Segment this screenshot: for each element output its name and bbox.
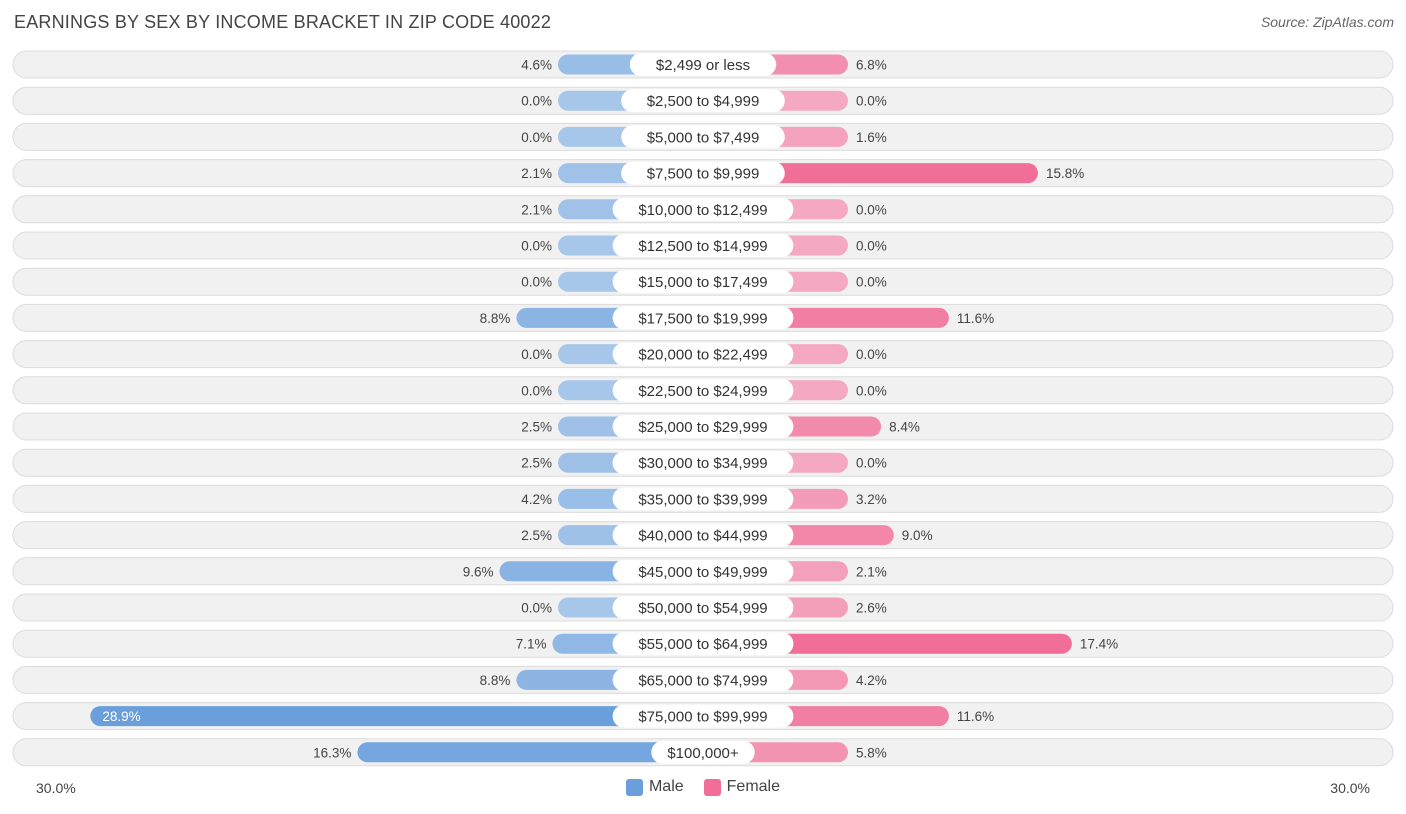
category-pill <box>612 451 794 475</box>
category-pill <box>612 234 794 257</box>
category-pill <box>629 53 777 76</box>
female-value-label: 9.0% <box>902 528 933 543</box>
male-value-label: 7.1% <box>516 637 547 652</box>
male-value-label: 2.1% <box>521 166 552 181</box>
category-label: $40,000 to $44,999 <box>638 528 767 545</box>
category-label: $12,500 to $14,999 <box>638 238 767 255</box>
category-label: $2,500 to $4,999 <box>647 93 760 110</box>
male-value-label: 4.2% <box>521 492 552 507</box>
category-pill <box>612 596 794 619</box>
category-label: $20,000 to $22,499 <box>638 347 767 364</box>
male-value-label: 4.6% <box>521 58 552 73</box>
category-pill <box>621 89 785 113</box>
category-label: $50,000 to $54,999 <box>638 600 767 617</box>
category-pill <box>612 342 794 366</box>
male-value-label: 9.6% <box>463 564 494 579</box>
category-pill <box>612 378 794 402</box>
category-label: $100,000+ <box>667 745 739 762</box>
axis-right-label: 30.0% <box>1330 780 1370 796</box>
category-pill <box>612 704 794 728</box>
female-bar <box>703 163 1038 184</box>
category-label: $2,499 or less <box>656 57 750 74</box>
female-value-label: 8.4% <box>889 420 920 435</box>
male-value-label: 2.1% <box>521 202 552 217</box>
legend-item-male[interactable]: Male <box>625 778 684 796</box>
source-note: Source: ZipAtlas.com <box>1260 14 1394 30</box>
female-value-label: 6.8% <box>856 58 887 73</box>
category-pill <box>612 668 794 692</box>
male-bar <box>357 742 703 763</box>
female-value-label: 2.1% <box>856 564 887 579</box>
category-pill <box>612 632 794 656</box>
female-value-label: 0.0% <box>856 202 887 217</box>
male-value-label: 28.9% <box>102 709 140 724</box>
male-value-label: 0.0% <box>521 601 552 616</box>
female-swatch-icon <box>703 778 721 796</box>
male-value-label: 0.0% <box>521 383 552 398</box>
female-value-label: 17.4% <box>1080 637 1118 652</box>
male-value-label: 16.3% <box>313 745 351 760</box>
axis-left-label: 30.0% <box>36 780 76 796</box>
category-pill <box>612 270 794 294</box>
category-pill <box>621 125 785 149</box>
female-value-label: 11.6% <box>957 311 994 326</box>
female-value-label: 5.8% <box>856 745 887 760</box>
category-label: $15,000 to $17,499 <box>638 274 767 291</box>
category-label: $22,500 to $24,999 <box>638 383 767 400</box>
category-pill <box>612 197 794 221</box>
category-label: $75,000 to $99,999 <box>638 709 767 726</box>
legend-item-female[interactable]: Female <box>703 778 781 796</box>
male-value-label: 2.5% <box>521 420 552 435</box>
legend-label-male: Male <box>648 778 684 795</box>
category-label: $55,000 to $64,999 <box>638 636 767 653</box>
category-pill <box>621 161 785 185</box>
chart-title: EARNINGS BY SEX BY INCOME BRACKET IN ZIP… <box>14 12 552 32</box>
female-value-label: 3.2% <box>856 492 887 507</box>
female-value-label: 4.2% <box>856 673 887 688</box>
male-swatch-icon <box>625 778 643 796</box>
male-value-label: 0.0% <box>521 130 552 145</box>
female-bar <box>703 633 1072 654</box>
male-value-label: 2.5% <box>521 456 552 471</box>
category-label: $65,000 to $74,999 <box>638 672 767 689</box>
category-label: $30,000 to $34,999 <box>638 455 767 472</box>
category-pill <box>612 306 794 330</box>
legend-label-female: Female <box>726 778 781 795</box>
category-label: $17,500 to $19,999 <box>638 310 767 327</box>
category-pill <box>612 523 794 547</box>
female-value-label: 0.0% <box>856 275 887 290</box>
legend: Male Female <box>0 778 1406 796</box>
female-value-label: 0.0% <box>856 456 887 471</box>
category-label: $5,000 to $7,499 <box>647 129 760 146</box>
female-value-label: 0.0% <box>856 239 887 254</box>
female-value-label: 0.0% <box>856 383 887 398</box>
category-label: $35,000 to $39,999 <box>638 491 767 508</box>
male-value-label: 0.0% <box>521 94 552 109</box>
category-pill <box>651 740 755 764</box>
male-value-label: 8.8% <box>480 311 511 326</box>
male-value-label: 0.0% <box>521 347 552 362</box>
male-bar <box>90 706 703 727</box>
category-pill <box>612 487 794 511</box>
female-value-label: 0.0% <box>856 94 887 109</box>
female-value-label: 11.6% <box>957 709 994 724</box>
category-label: $10,000 to $12,499 <box>638 202 767 219</box>
male-value-label: 2.5% <box>521 528 552 543</box>
category-label: $25,000 to $29,999 <box>638 419 767 436</box>
female-value-label: 15.8% <box>1046 166 1084 181</box>
female-value-label: 0.0% <box>856 347 887 362</box>
male-value-label: 0.0% <box>521 239 552 254</box>
category-pill <box>612 415 794 438</box>
category-label: $7,500 to $9,999 <box>647 166 760 183</box>
female-value-label: 2.6% <box>856 601 887 616</box>
male-value-label: 0.0% <box>521 275 552 290</box>
female-value-label: 1.6% <box>856 130 887 145</box>
category-label: $45,000 to $49,999 <box>638 564 767 581</box>
male-value-label: 8.8% <box>480 673 511 688</box>
category-pill <box>612 559 794 583</box>
